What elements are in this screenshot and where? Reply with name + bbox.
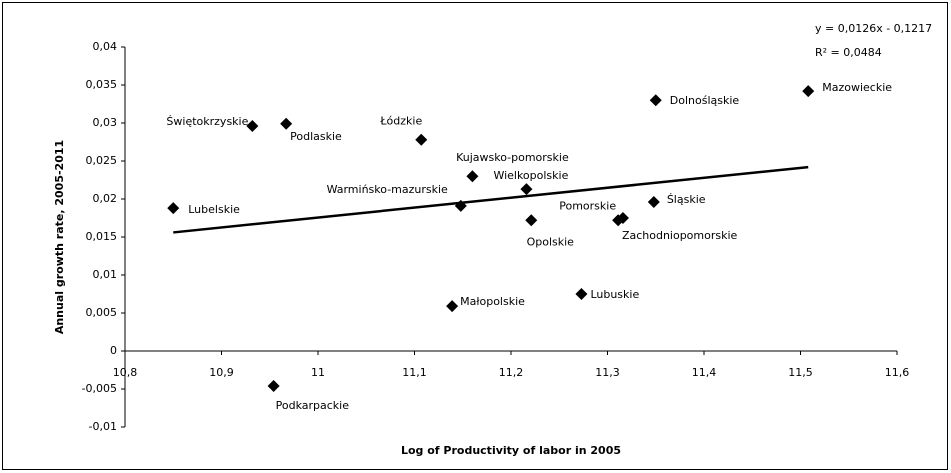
point — [446, 300, 459, 313]
point — [525, 214, 538, 227]
point — [466, 170, 479, 183]
point-label: Dolnośląskie — [670, 94, 740, 107]
x-tick-label: 11 — [311, 366, 325, 379]
point-label: Podkarpackie — [276, 399, 350, 412]
point — [616, 212, 629, 224]
point — [246, 120, 259, 133]
point-label: Pomorskie — [559, 199, 616, 212]
y-tick-label: 0,02 — [93, 192, 118, 205]
point — [575, 288, 588, 300]
point — [280, 117, 293, 130]
point — [454, 199, 467, 212]
point — [267, 379, 280, 392]
x-tick-label: 10,8 — [113, 366, 138, 379]
point-label: Świętokrzyskie — [166, 115, 248, 128]
r-squared: R² = 0,0484 — [815, 46, 882, 59]
y-tick-label: 0,03 — [93, 116, 118, 129]
x-axis-title: Log of Productivity of labor in 2005 — [401, 444, 621, 457]
y-tick-label: 0,01 — [93, 268, 118, 281]
point — [415, 133, 428, 146]
point-label: Wielkopolskie — [493, 169, 568, 182]
y-tick-label: 0,005 — [86, 306, 118, 319]
point-label: Mazowieckie — [822, 81, 892, 94]
y-tick-label: -0,005 — [82, 382, 117, 395]
point-label: Kujawsko-pomorskie — [456, 151, 569, 164]
y-tick-label: 0,04 — [93, 40, 118, 53]
point-label: Lubuskie — [590, 288, 639, 301]
y-tick-label: 0,015 — [86, 230, 118, 243]
x-tick-label: 11,5 — [788, 366, 813, 379]
y-tick-label: -0,01 — [89, 420, 117, 433]
point-label: Warmińsko-mazurskie — [327, 183, 448, 196]
point — [167, 202, 180, 215]
point — [802, 85, 815, 98]
point-label: Małopolskie — [460, 295, 525, 308]
x-tick-label: 11,2 — [499, 366, 524, 379]
point-label: Śląskie — [667, 193, 706, 206]
x-tick-label: 11,6 — [885, 366, 910, 379]
trendline — [173, 165, 809, 234]
point-label: Łódzkie — [379, 115, 422, 128]
point-label: Lubelskie — [188, 203, 240, 216]
x-tick-label: 11,3 — [595, 366, 620, 379]
y-axis-title: Annual growth rate, 2005-2011 — [53, 140, 66, 334]
x-tick-label: 11,4 — [692, 366, 717, 379]
point-label: Zachodniopomorskie — [622, 229, 738, 242]
x-tick-label: 10,9 — [209, 366, 234, 379]
point-label: Opolskie — [527, 235, 575, 248]
y-tick-label: 0 — [110, 344, 117, 357]
y-tick-label: 0,025 — [86, 154, 118, 167]
point — [520, 183, 533, 196]
y-tick-label: 0,035 — [86, 78, 118, 91]
equation: y = 0,0126x - 0,1217 — [815, 22, 932, 35]
point — [647, 196, 660, 209]
point — [649, 94, 662, 107]
point-label: Podlaskie — [290, 130, 342, 143]
x-tick-label: 11,1 — [402, 366, 427, 379]
